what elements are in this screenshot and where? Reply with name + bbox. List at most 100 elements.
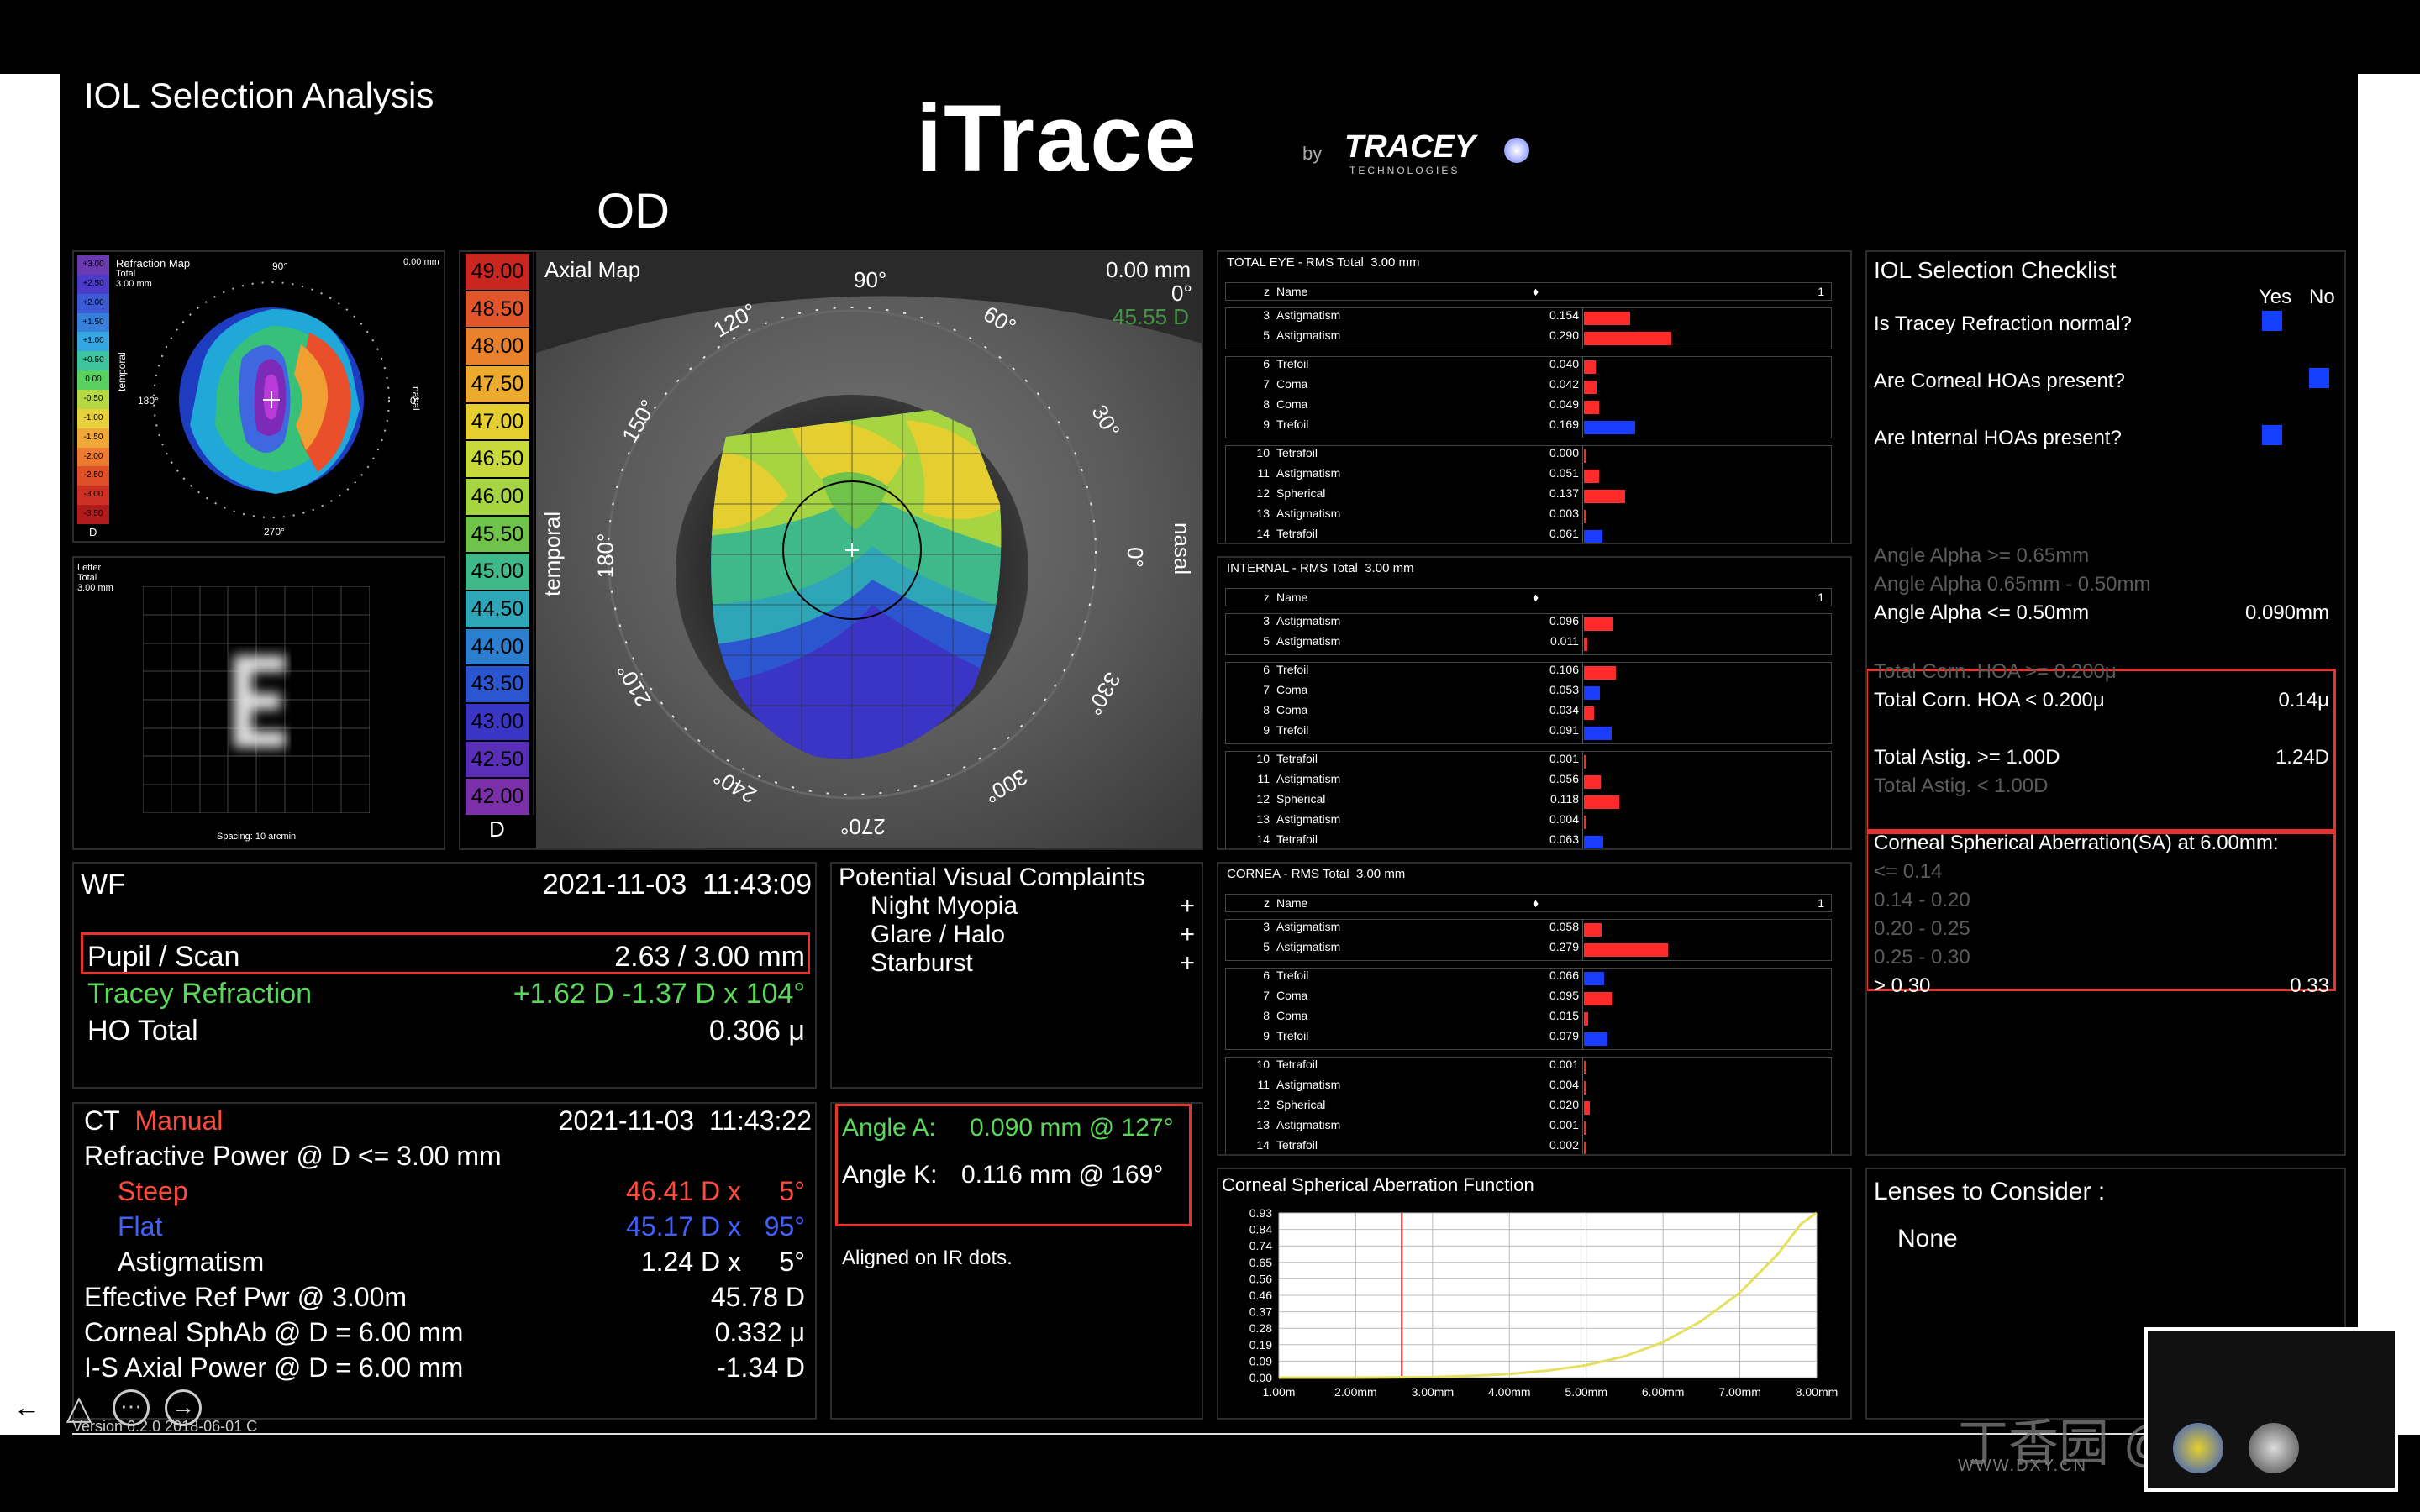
complaints-panel[interactable]: Potential Visual Complaints Night Myopia…: [830, 862, 1203, 1089]
table-row: 5 Astigmatism 0.290: [1226, 328, 1831, 349]
astigmatism-value: 1.24 D x: [640, 1247, 741, 1277]
row-bar: [1584, 332, 1672, 345]
axial-scale-swatch: 47.00: [466, 403, 529, 440]
sa-chart-panel[interactable]: Corneal Spherical Aberration Function 0.…: [1217, 1168, 1852, 1420]
left-white-edge: [0, 74, 60, 1435]
letter-panel[interactable]: Letter Total 3.00 mm Spacing: 10 arcmin: [72, 556, 445, 850]
total-eye-title: TOTAL EYE: [1227, 255, 1295, 270]
star-icon: [1504, 138, 1529, 163]
hoa-highlight-box: [1867, 669, 2336, 832]
row-z: 6: [1263, 357, 1270, 370]
refraction-map-title: Refraction Map: [116, 257, 191, 270]
checklist-astig1: Total Astig. >= 1.00D: [1874, 746, 2060, 769]
row-value: 0.015: [1549, 1009, 1579, 1022]
forward-arrow-icon[interactable]: →: [165, 1389, 202, 1426]
row-z: 10: [1256, 446, 1270, 459]
table-row: 3 Astigmatism 0.096: [1226, 614, 1831, 634]
refraction-unit: D: [89, 526, 97, 538]
row-z: 13: [1256, 507, 1270, 520]
row-divider: [1582, 527, 1583, 543]
row-bar: [1584, 972, 1604, 985]
pupil-highlight-box: [81, 932, 810, 974]
row-bar: [1584, 923, 1602, 937]
axial-map-panel[interactable]: 49.00 48.50 48.00 47.50 47.00 46.50 46.00 45.50…: [459, 250, 1203, 850]
row-name: Spherical: [1276, 1098, 1326, 1111]
row-value: 0.000: [1549, 446, 1579, 459]
row-z: 6: [1263, 663, 1270, 676]
row-z: 3: [1263, 614, 1270, 627]
row-z: 14: [1256, 527, 1270, 540]
row-divider: [1582, 920, 1583, 940]
cornea-header: CORNEA - RMS Total 3.00 mm: [1227, 867, 1405, 881]
letter-grid-image: [143, 586, 370, 813]
row-value: 0.011: [1550, 634, 1579, 648]
table-row: 5 Astigmatism 0.279: [1226, 940, 1831, 960]
refraction-scale-swatch: +2.00: [77, 293, 109, 313]
row-divider: [1582, 417, 1583, 438]
row-value: 0.096: [1549, 614, 1579, 627]
table-row: 7 Coma 0.053: [1226, 683, 1831, 703]
wf-datetime: 2021-11-03 11:43:09: [543, 869, 812, 901]
table-row: 10 Tetrafoil 0.001: [1226, 752, 1831, 772]
refraction-scale-swatch: 0.00: [77, 370, 109, 390]
row-divider: [1582, 772, 1583, 792]
row-value: 0.066: [1549, 969, 1579, 982]
checklist-title: IOL Selection Checklist: [1874, 257, 2117, 283]
row-value: 0.053: [1549, 683, 1579, 696]
total-eye-panel[interactable]: TOTAL EYE - RMS Total 3.00 mm z Name ♦ 1 3 As…: [1217, 250, 1852, 544]
refraction-map-image: [153, 281, 390, 518]
is-axial-power-value: -1.34 D: [717, 1352, 805, 1383]
tracey-logo: TRACEY: [1344, 129, 1476, 165]
refraction-map-panel[interactable]: Refraction Map Total 3.00 mm 0.00 mm +3.…: [72, 250, 445, 543]
col-sort-icon[interactable]: ♦: [1533, 591, 1539, 604]
row-value: 0.058: [1549, 920, 1579, 933]
row-name: Astigmatism: [1276, 507, 1341, 520]
flat-value: 45.17 D x: [626, 1211, 741, 1242]
warning-icon[interactable]: △: [66, 1389, 92, 1426]
top-black-band: [0, 0, 2420, 74]
angle-k-value: 0.116 mm @ 169°: [961, 1161, 1164, 1189]
ct-time: 11:43:22: [708, 1105, 812, 1136]
x-tick-label: 7.00mm: [1718, 1385, 1761, 1399]
axial-scale-swatch: 43.50: [466, 666, 529, 702]
complaint-starburst-mark: +: [1180, 949, 1195, 977]
row-name: Trefoil: [1276, 1029, 1309, 1042]
row-divider: [1582, 940, 1583, 960]
total-eye-size: 3.00 mm: [1370, 255, 1420, 270]
ct-panel[interactable]: CT Manual 2021-11-03 11:43:22 Refractive…: [72, 1102, 817, 1420]
axial-deg90: 90°: [854, 267, 887, 292]
axial-scale-swatch: 43.00: [466, 704, 529, 740]
col-sort-icon[interactable]: ♦: [1533, 285, 1539, 298]
row-name: Trefoil: [1276, 663, 1309, 676]
axial-scale-swatch: 46.00: [466, 479, 529, 515]
q2-no-checkbox[interactable]: [2309, 368, 2329, 388]
col-z: z: [1264, 285, 1270, 298]
axial-title: Axial Map: [544, 257, 641, 282]
col-sort-icon[interactable]: ♦: [1533, 896, 1539, 910]
thumbnail-preview[interactable]: [2144, 1327, 2398, 1492]
table-header: z Name ♦ 1: [1225, 588, 1832, 606]
cornea-panel[interactable]: CORNEA - RMS Total 3.00 mm z Name ♦ 1 3 Astig…: [1217, 862, 1852, 1156]
more-icon[interactable]: ⋯: [113, 1389, 150, 1426]
refraction-deg180: 180°: [138, 395, 159, 407]
internal-panel[interactable]: INTERNAL - RMS Total 3.00 mm z Name ♦ 1 3 Ast…: [1217, 556, 1852, 850]
checklist-hoa2: Total Corn. HOA < 0.200μ: [1874, 689, 2105, 711]
checklist-sa3: 0.20 - 0.25: [1874, 917, 1970, 940]
row-z: 11: [1257, 772, 1270, 785]
row-value: 0.034: [1549, 703, 1579, 717]
row-name: Trefoil: [1276, 969, 1309, 982]
row-z: 9: [1263, 417, 1270, 431]
table-group: 10 Tetrafoil 0.001 11 Astigmatism 0.004 12 Sphe…: [1225, 1057, 1832, 1154]
col-1: 1: [1818, 591, 1824, 604]
q1-yes-checkbox[interactable]: [2262, 311, 2282, 331]
back-arrow-icon[interactable]: ←: [8, 1389, 45, 1426]
wf-panel[interactable]: WF 2021-11-03 11:43:09 Pupil / Scan 2.63…: [72, 862, 817, 1089]
q3-yes-checkbox[interactable]: [2262, 425, 2282, 445]
row-name: Coma: [1276, 703, 1308, 717]
angles-panel[interactable]: Angle A: 0.090 mm @ 127° Angle K: 0.116 …: [830, 1102, 1203, 1420]
row-value: 0.091: [1549, 723, 1579, 737]
iol-checklist-panel[interactable]: IOL Selection Checklist Yes No Is Tracey…: [1865, 250, 2346, 1156]
row-bar: [1584, 490, 1626, 503]
cornea-size: 3.00 mm: [1355, 867, 1406, 881]
row-bar: [1584, 312, 1631, 325]
